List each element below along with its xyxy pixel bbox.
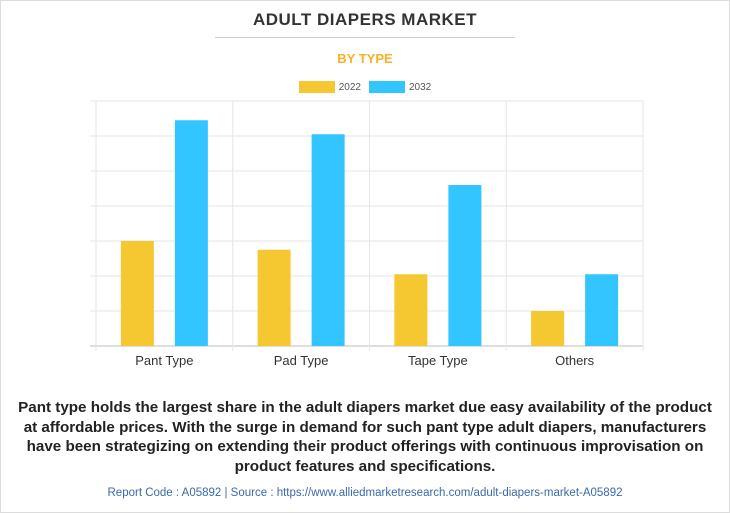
legend-label-2032: 2032 (409, 81, 432, 93)
legend-swatch-2032 (369, 81, 405, 93)
legend-item-2032[interactable]: 2032 (369, 81, 431, 93)
legend-label-2022: 2022 (338, 81, 361, 93)
chart-description: Pant type holds the largest share in the… (18, 399, 712, 475)
bar-2032-others (585, 274, 619, 346)
bar-2022-others (531, 311, 565, 346)
bar-2032-tape-type (448, 185, 482, 346)
title-divider (215, 37, 515, 38)
chart-subtitle: BY TYPE (337, 51, 393, 66)
x-tick-label: Pant Type (135, 353, 193, 368)
bar-2022-tape-type (394, 274, 428, 346)
bar-2022-pant-type (120, 241, 154, 346)
x-tick-label: Pad Type (274, 353, 329, 368)
x-tick-label: Tape Type (408, 353, 468, 368)
bar-2022-pad-type (257, 249, 291, 346)
x-tick-label: Others (555, 353, 595, 368)
bar-2032-pad-type (311, 134, 345, 346)
report-source[interactable]: Report Code : A05892 | Source : https://… (107, 487, 623, 499)
chart-title: ADULT DIAPERS MARKET (252, 10, 478, 29)
bar-chart: Pant Type Pad Type Tape Type Others (90, 100, 644, 368)
legend-swatch-2022 (298, 81, 335, 93)
legend: 2022 2032 (0, 80, 730, 94)
bar-2032-pant-type (174, 120, 208, 346)
legend-item-2022[interactable]: 2022 (298, 81, 361, 93)
